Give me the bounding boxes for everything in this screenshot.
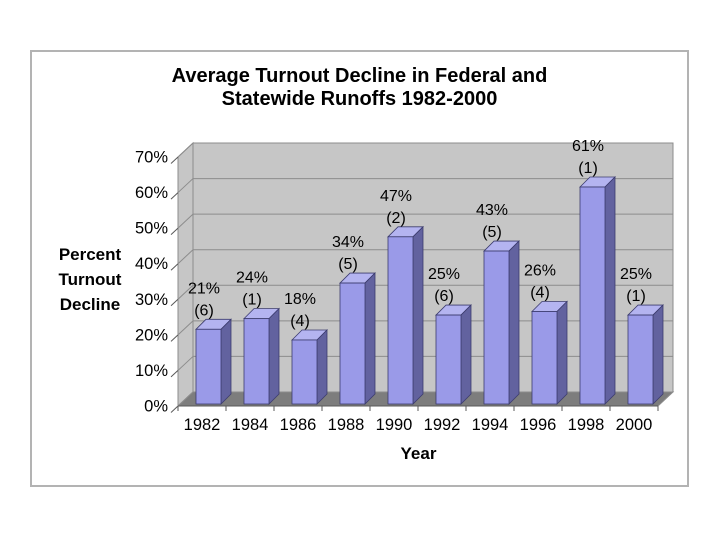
y-tick-label: 70% [135,149,168,167]
bar-count-label: (5) [338,256,358,273]
bar-side-face [364,272,376,405]
bar-count-label: (6) [434,288,454,305]
chart-title-line1: Average Turnout Decline in Federal and [171,65,548,87]
y-axis-title-line2: Turnout [58,270,122,289]
side-wall-gridline [177,320,194,336]
y-tick-label: 20% [135,326,168,344]
x-tick-label: 1984 [232,416,269,434]
bar-front-face [435,314,462,405]
side-wall-gridline [177,213,194,229]
x-tick-label: 1982 [184,416,221,434]
bar-value-label: 61% [572,138,604,155]
chart-title-line2: Statewide Runoffs 1982-2000 [221,88,498,110]
bar-value-label: 47% [380,188,412,205]
bar-count-label: (4) [530,285,550,302]
bar-front-face [243,318,270,405]
bar-1982 [195,318,232,405]
bar-1996 [531,300,568,405]
bar-count-label: (5) [482,224,502,241]
y-tick [170,334,179,342]
bar-front-face [531,311,558,405]
bar-value-label: 18% [284,291,316,308]
y-tick [170,405,179,413]
bar-side-face [604,176,616,405]
bar-side-face [268,307,280,405]
y-tick [170,156,179,164]
y-tick-label: 0% [144,398,168,416]
bar-side-face [460,304,472,405]
x-tick-label: 1994 [472,416,509,434]
bar-front-face [339,282,366,405]
y-tick-label: 10% [135,362,168,380]
bar-1990 [387,225,424,405]
y-tick [170,263,179,271]
bar-value-label: 26% [524,263,556,280]
y-tick-label: 60% [135,184,168,202]
bar-1984 [243,307,280,405]
bar-1998 [579,176,616,405]
x-tick-label: 1998 [568,416,605,434]
side-wall-gridline [177,142,194,158]
y-tick-label: 40% [135,255,168,273]
bar-count-label: (1) [242,292,262,309]
bar-1994 [483,240,520,405]
bar-front-face [627,314,654,405]
x-tick-label: 1986 [280,416,317,434]
x-tick-label: 1992 [424,416,461,434]
bar-side-face [316,329,328,405]
bar-front-face [579,186,606,405]
x-tick-label: 1996 [520,416,557,434]
y-tick [170,298,179,307]
side-wall-gridline [177,249,194,265]
bar-side-face [412,225,424,405]
side-wall [177,141,194,408]
bar-1988 [339,272,376,405]
y-tick [170,227,179,236]
bar-value-label: 34% [332,234,364,251]
bar-front-face [387,236,414,405]
x-tick-label: 1988 [328,416,365,434]
side-wall-gridline [177,356,194,371]
bar-front-face [195,328,222,405]
bar-1986 [291,329,328,405]
y-axis-title-line1: Percent [58,245,122,264]
bar-side-face [508,240,520,405]
bar-side-face [652,304,664,405]
bar-count-label: (6) [194,302,214,319]
bar-value-label: 43% [476,202,508,219]
side-wall-gridline [177,178,194,193]
y-tick-label: 50% [135,220,168,238]
chart-title: Average Turnout Decline in Federal and S… [30,65,689,111]
bar-count-label: (2) [386,210,406,227]
bar-value-label: 24% [236,270,268,287]
bar-side-face [556,300,568,405]
y-axis: 0% 10% 20% 30% 40% 50% 60% 70% [135,142,673,416]
bar-value-label: 25% [620,266,652,283]
x-tick-label: 1990 [376,416,413,434]
y-tick [170,192,179,200]
bar-front-face [483,250,510,405]
side-wall-gridline [177,284,194,300]
x-tick-label: 2000 [616,416,653,434]
bar-count-label: (1) [626,288,646,305]
y-tick [170,370,179,378]
y-axis-title-line3: Decline [59,295,121,314]
x-axis-title: Year [400,444,437,463]
bar-value-label: 25% [428,266,460,283]
bar-front-face [291,339,318,405]
bar-side-face [220,318,232,405]
y-axis-title: Percent Turnout Decline [34,242,146,317]
bar-count-label: (4) [290,313,310,330]
bar-count-label: (1) [578,160,598,177]
bar-value-label: 21% [188,280,220,297]
bars: 21% (6) 24% (1) 18% (4) 34% (5) 47% (2) 25% (6) 43% (… [188,138,664,405]
y-tick-label: 30% [135,291,168,309]
bar-1992 [435,304,472,405]
bar-2000 [627,304,664,405]
